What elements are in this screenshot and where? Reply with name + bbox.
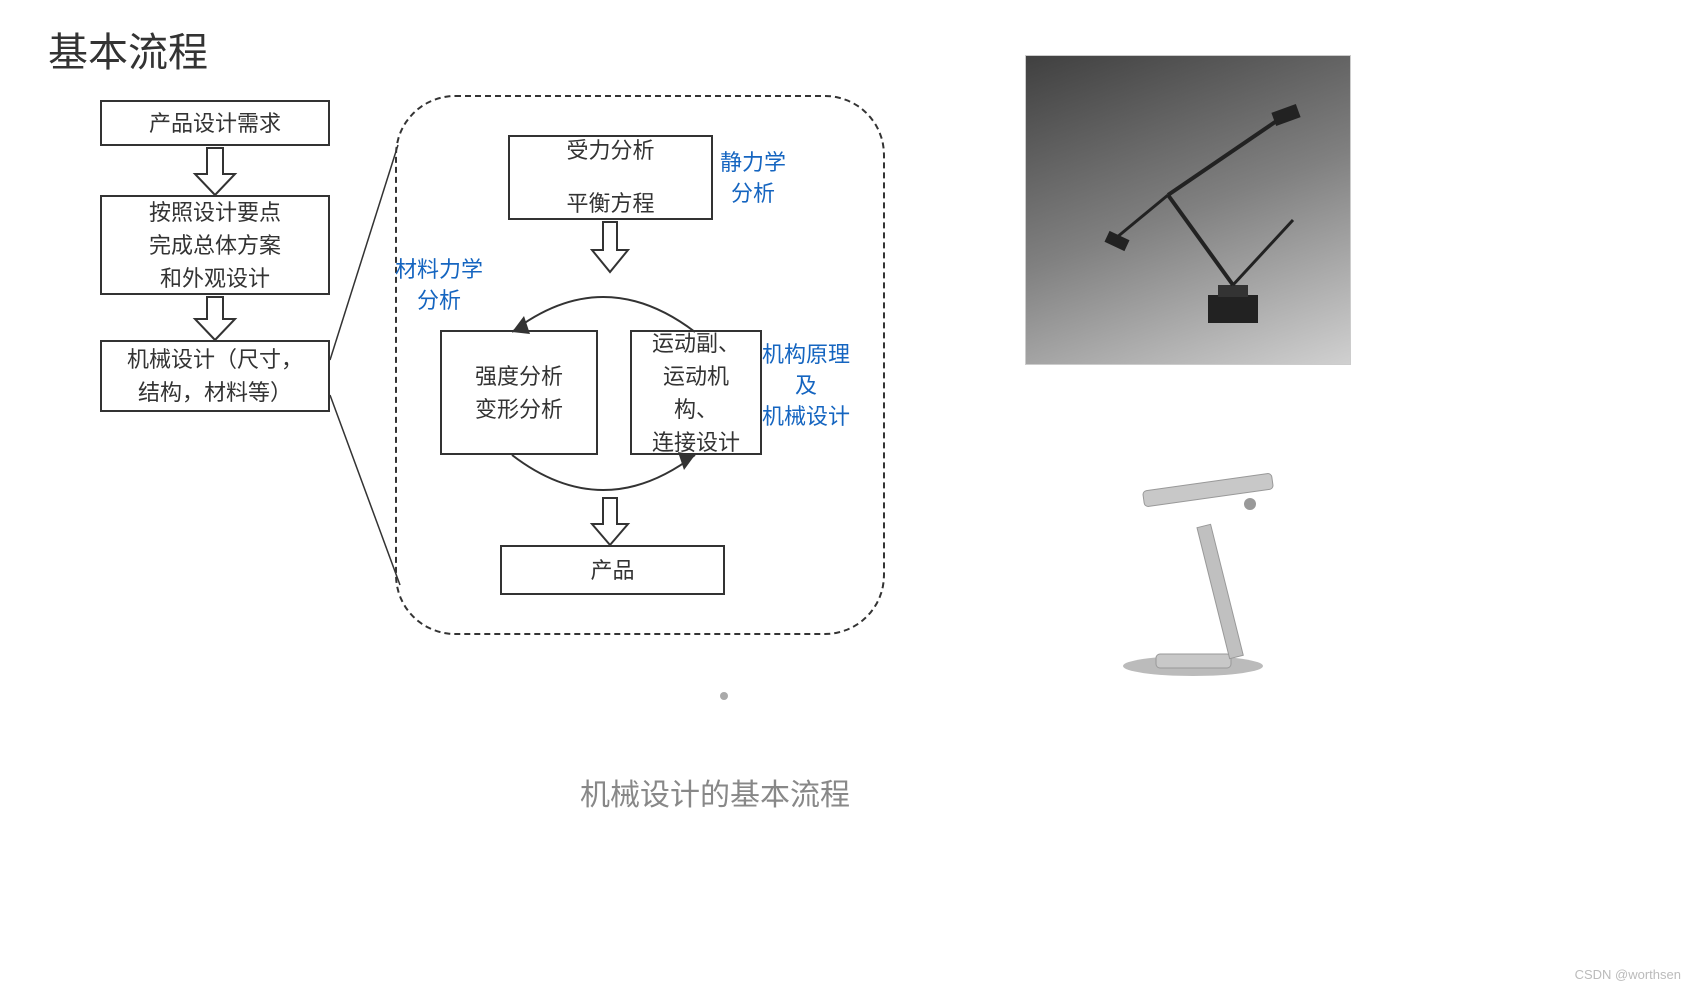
figure-caption: 机械设计的基本流程 [580, 770, 850, 814]
image-lamp-folding [1068, 434, 1348, 694]
cycle-arrows [0, 0, 900, 700]
arrow-to-product [592, 498, 628, 545]
image-lamp-articulated [1025, 55, 1351, 365]
watermark: CSDN @worthsen [1575, 967, 1681, 982]
slide-indicator-dot [720, 692, 728, 700]
